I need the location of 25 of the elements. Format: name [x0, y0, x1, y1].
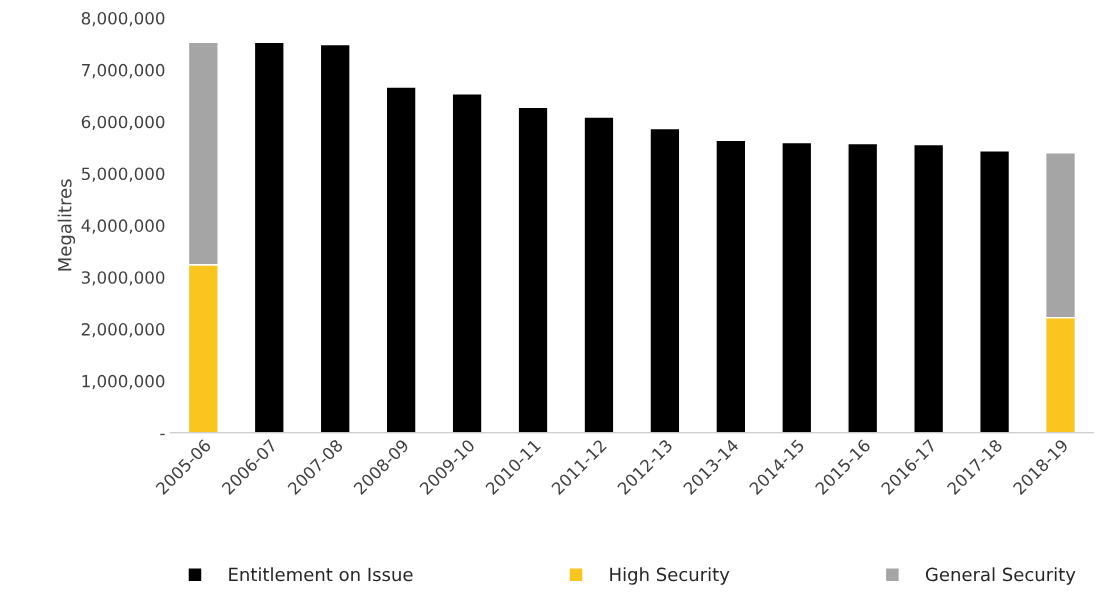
legend-label: Entitlement on Issue: [229, 567, 413, 582]
y-axis-title: Megalitres: [57, 179, 76, 271]
bar: [847, 142, 879, 433]
bar: [583, 116, 615, 433]
bar: [979, 150, 1011, 433]
bar: [781, 141, 813, 433]
y-tick-label: 5,000,000: [81, 167, 165, 182]
bar: [253, 41, 285, 433]
y-tick-label: 6,000,000: [81, 115, 165, 130]
bar: [715, 139, 747, 433]
bar: [913, 143, 945, 433]
y-tick-label: -: [160, 433, 165, 436]
bar: [649, 127, 681, 433]
bar: [451, 93, 483, 433]
y-tick-label: 8,000,000: [81, 11, 165, 27]
legend-label: General Security: [925, 567, 1076, 585]
y-tick-label: 3,000,000: [81, 271, 165, 286]
y-tick-label: 4,000,000: [81, 219, 165, 234]
bar: [385, 86, 417, 433]
bar: [319, 43, 351, 433]
y-tick-label: 7,000,000: [82, 63, 165, 79]
legend-label: High Security: [610, 567, 730, 585]
bar: [517, 106, 549, 433]
y-tick-label: 1,000,000: [82, 374, 165, 390]
y-tick-label: 2,000,000: [81, 323, 165, 338]
